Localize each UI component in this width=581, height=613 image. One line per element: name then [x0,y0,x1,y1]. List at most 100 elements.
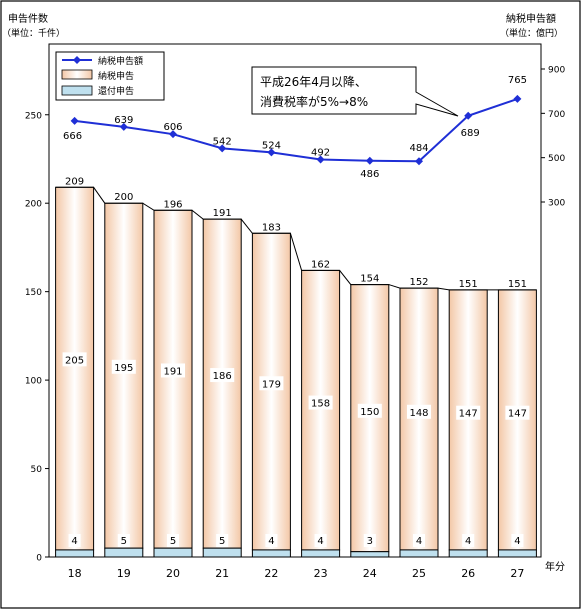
bar-refund [301,549,341,558]
bar-refund [104,547,144,558]
bar-tax-value-label: 191 [163,366,182,377]
refund-label-bg [265,534,278,547]
line-series-group: 666 639 606 542 524 492 486 484 689 765 [63,75,527,180]
bar-refund-value-label: 4 [465,536,471,547]
right-tick-label: 900 [548,66,565,76]
right-axis-title: 納税申告額 [506,12,556,25]
refund-label-bg [314,534,327,547]
bar-tax-return [202,218,242,549]
left-tick-label: 150 [25,288,42,298]
bar-refund-value-label: 5 [219,536,225,547]
x-tick-label: 20 [166,567,180,580]
line-value-label: 765 [508,75,527,86]
bar-refund [153,547,193,558]
bar-tax-return [153,209,193,549]
line-point [218,144,227,153]
left-tick-label: 100 [25,377,42,387]
bar-series-group: 209 205 4 200 195 5 196 191 5 191 186 5 183 179 4 162 15… [55,176,537,558]
left-tick-label: 0 [36,554,42,564]
legend: 納税申告額 納税申告 還付申告 [55,51,165,101]
line-value-label: 689 [461,128,480,139]
line-value-label: 492 [311,147,330,158]
bar-tax-return [448,289,488,551]
line-series-path [74,97,518,163]
x-axis-labels: 18 19 20 21 22 23 24 25 26 27 [68,567,525,580]
line-point [513,94,522,103]
bar-refund [202,547,242,558]
bar-total-label: 151 [508,279,527,290]
line-value-label: 486 [360,169,379,180]
bar-tax-value-label: 205 [65,355,84,366]
bar-refund-value-label: 4 [317,536,323,547]
line-point [169,130,177,139]
bar-value-label-bg [161,363,185,378]
line-value-label: 666 [63,131,82,142]
bar-refund-value-label: 5 [170,536,176,547]
line-point [267,148,276,157]
right-tick-label: 300 [548,199,565,209]
right-tick-label: 500 [548,154,565,164]
refund-label-bg [363,534,376,547]
left-axis-unit: （単位：千件） [2,27,65,39]
x-tick-label: 27 [510,567,524,580]
bar-value-label-bg [407,404,431,419]
x-tick-label: 23 [314,567,328,580]
line-value-label: 524 [262,140,281,151]
bar-tax-return [301,269,341,551]
refund-label-bg [117,534,130,547]
x-tick-label: 19 [117,567,131,580]
left-tick-label: 50 [31,465,43,475]
bar-tax-value-label: 186 [213,371,232,382]
bar-refund-value-label: 4 [71,536,77,547]
line-point [70,116,79,125]
bar-value-label-bg [111,359,136,374]
bar-refund [350,551,390,558]
line-value-label: 639 [114,115,133,126]
x-tick-label: 24 [363,567,377,580]
bar-tax-value-label: 148 [409,408,428,419]
refund-label-bg [413,534,425,547]
bar-refund [251,549,291,558]
line-point [119,122,128,131]
bar-tax-return [104,202,144,549]
line-value-label: 484 [409,143,428,154]
bar-refund-value-label: 3 [367,536,373,547]
x-tick-label: 18 [68,567,82,580]
x-tick-label: 25 [412,567,426,580]
bar-tax-return [399,287,439,551]
bar-tax-value-label: 147 [459,409,478,420]
left-axis-title: 申告件数 [8,12,48,25]
bar-tax-return [350,284,390,553]
bar-tax-return [251,232,291,551]
bar-tax-return [497,289,537,551]
bar-total-label: 154 [360,274,379,285]
line-value-label: 606 [163,122,182,133]
refund-label-bg [167,534,179,547]
bar-refund [497,549,537,558]
annotation-line-1: 平成26年4月以降、 [260,75,367,89]
legend-item-bar: 納税申告 [98,70,134,82]
bar-total-label: 151 [459,279,478,290]
line-point [365,156,374,165]
legend-bar-swatch [61,69,93,80]
line-point [415,157,423,166]
line-point [464,111,473,120]
bar-refund-value-label: 4 [514,536,520,547]
refund-label-bg [511,534,524,547]
bar-top-step-line [55,186,537,291]
right-tick-label: 700 [548,110,565,120]
bar-value-label-bg [62,352,87,367]
legend-refund-swatch [61,85,93,96]
bar-value-label-bg [456,405,481,420]
annotation-callout: 平成26年4月以降、 消費税率が5%→8% [251,66,459,117]
bar-tax-return [55,186,95,551]
bar-tax-value-label: 158 [311,399,330,410]
legend-item-line: 納税申告額 [98,55,143,67]
bar-tax-value-label: 195 [114,363,133,374]
annotation-bubble [251,66,459,117]
bar-total-label: 200 [114,192,133,203]
plot-area [48,43,542,558]
x-tick-label: 21 [215,567,229,580]
